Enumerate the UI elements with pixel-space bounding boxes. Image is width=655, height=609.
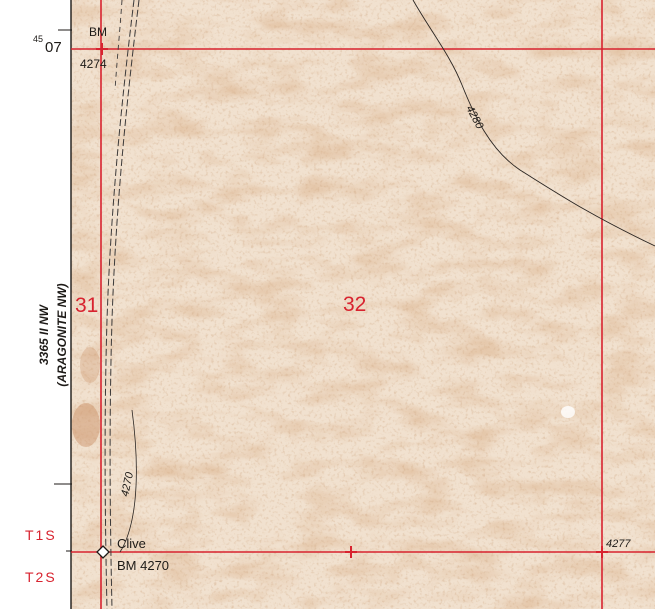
place-name-clive: Clive <box>117 536 146 551</box>
stain-mark <box>72 403 100 447</box>
stain-mark <box>80 347 100 383</box>
contour-line-4270 <box>119 409 137 553</box>
northing-superscript: 45 <box>33 34 43 44</box>
unimproved-road <box>109 0 140 609</box>
section-number-31: 31 <box>75 294 98 317</box>
benchmark-symbol <box>96 545 110 559</box>
map-speckle <box>71 0 655 609</box>
spot-elevation: 4277 <box>606 538 631 550</box>
contour-label-4270: 4270 <box>119 470 136 497</box>
northing-label: 07 <box>45 39 62 56</box>
benchmark-clive-elevation: BM 4270 <box>117 558 169 573</box>
section-number-32: 32 <box>343 293 366 316</box>
unimproved-road <box>114 0 123 91</box>
benchmark-elevation: 4274 <box>80 57 107 71</box>
section-corner-cross <box>96 43 108 55</box>
township-t1s: T1S <box>25 527 57 543</box>
benchmark-label: BM <box>89 25 107 39</box>
unimproved-road <box>104 0 135 609</box>
section-corner-cross <box>345 546 357 558</box>
stain-mark <box>561 406 575 418</box>
section-corner-cross <box>596 546 608 558</box>
township-t2s: T2S <box>25 569 57 585</box>
adjoining-sheet-name: (ARAGONITE NW) <box>55 283 69 386</box>
adjoining-sheet-number: 3365 II NW <box>37 303 51 365</box>
contour-line-4280 <box>412 0 655 247</box>
